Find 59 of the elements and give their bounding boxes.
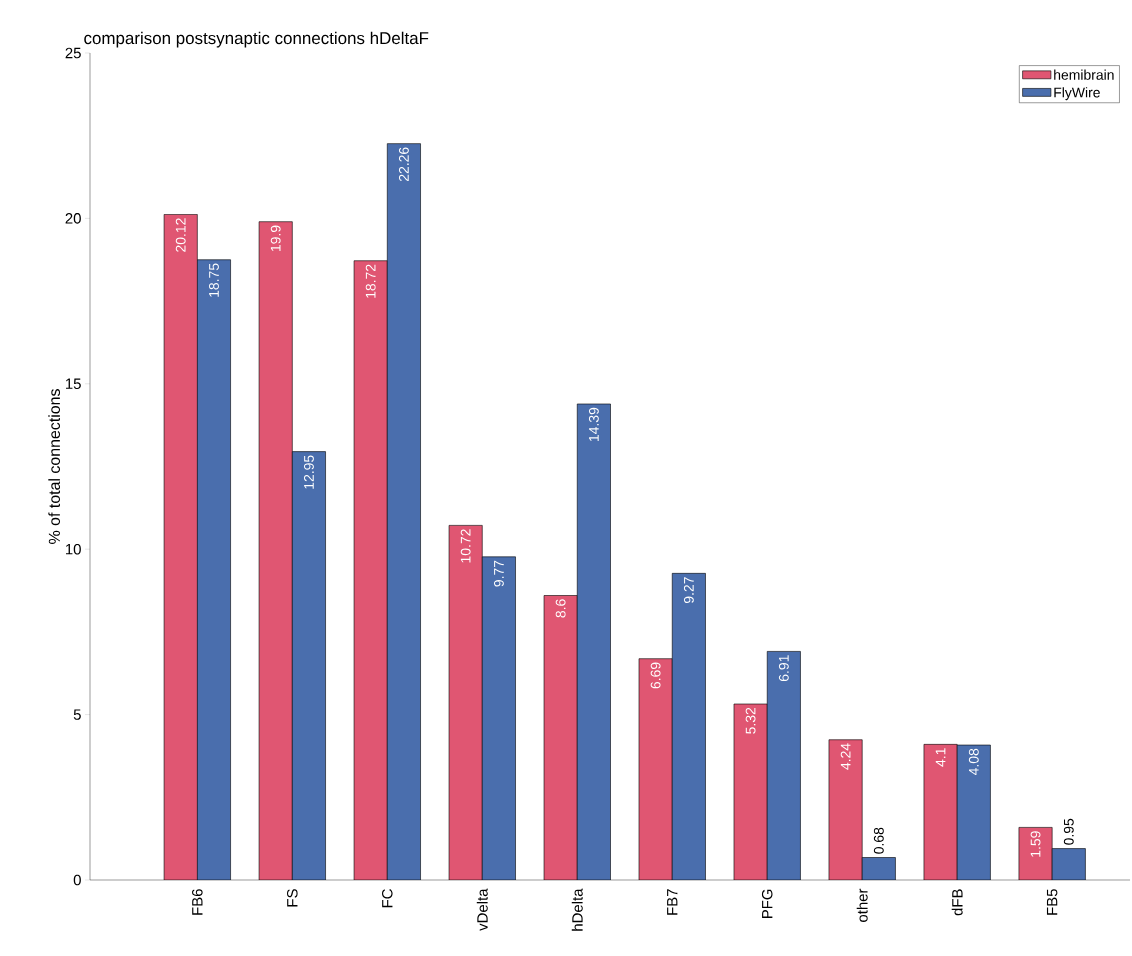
- bar: [354, 260, 388, 880]
- data-label: 19.9: [270, 225, 281, 251]
- data-label: 18.75: [209, 263, 219, 297]
- data-label: 4.24: [840, 743, 851, 770]
- data-label: 10.72: [460, 529, 471, 563]
- legend-label: hemibrain: [1054, 69, 1114, 80]
- x-tick-label: FB5: [1046, 889, 1058, 915]
- x-tick-label: FS: [287, 889, 298, 907]
- bar: [923, 744, 958, 880]
- bar: [482, 556, 516, 880]
- y-tick-label: 25: [65, 47, 81, 59]
- bar: [862, 857, 896, 880]
- y-tick-label: 0: [73, 874, 81, 886]
- y-axis-title: % of total connections: [48, 389, 61, 544]
- data-label: 4.08: [968, 748, 979, 776]
- x-tick-label: FB7: [667, 889, 678, 915]
- y-tick-label: 20: [65, 213, 81, 224]
- bar: [733, 704, 768, 880]
- x-tick-label: hDelta: [571, 888, 583, 931]
- bar: [577, 403, 611, 880]
- x-tick-label: other: [856, 888, 868, 922]
- data-label: 22.26: [398, 147, 409, 182]
- data-label: 18.72: [365, 264, 376, 298]
- bar: [672, 573, 706, 880]
- x-tick-label: FC: [382, 889, 393, 908]
- data-label: 6.91: [778, 655, 789, 682]
- bar: [259, 221, 293, 880]
- data-label: 0.95: [1063, 818, 1074, 845]
- data-label: 1.59: [1030, 831, 1041, 857]
- y-tick-label: 10: [66, 543, 81, 555]
- data-label: 0.68: [873, 827, 884, 854]
- bar: [544, 595, 578, 880]
- data-label: 4.1: [935, 748, 946, 767]
- data-label: 8.6: [555, 599, 566, 618]
- bar: [197, 259, 231, 880]
- data-label: 5.32: [745, 707, 756, 734]
- bar: [292, 451, 326, 880]
- y-tick-label: 5: [73, 709, 81, 720]
- data-label: 6.69: [650, 662, 661, 689]
- bar: [1051, 848, 1086, 880]
- data-label: 20.12: [175, 218, 186, 252]
- x-tick-label: PFG: [761, 889, 773, 919]
- bar: [767, 651, 801, 880]
- x-tick-label: vDelta: [476, 888, 488, 931]
- bar: [387, 143, 421, 880]
- bar: [449, 525, 483, 880]
- x-tick-label: FB6: [192, 889, 203, 915]
- bar: [164, 214, 198, 880]
- data-label: 14.39: [588, 407, 599, 442]
- bar: [828, 739, 863, 880]
- data-label: 9.77: [493, 560, 504, 587]
- bar: [639, 658, 673, 880]
- y-tick-label: 15: [66, 378, 81, 389]
- data-label: 12.95: [303, 455, 314, 489]
- legend-label: FlyWire: [1054, 87, 1100, 101]
- chart-title: comparison postsynaptic connections hDeltaF: [84, 31, 429, 48]
- data-label: 9.27: [683, 577, 694, 604]
- x-tick-label: dFB: [951, 889, 963, 916]
- bar: [957, 745, 991, 880]
